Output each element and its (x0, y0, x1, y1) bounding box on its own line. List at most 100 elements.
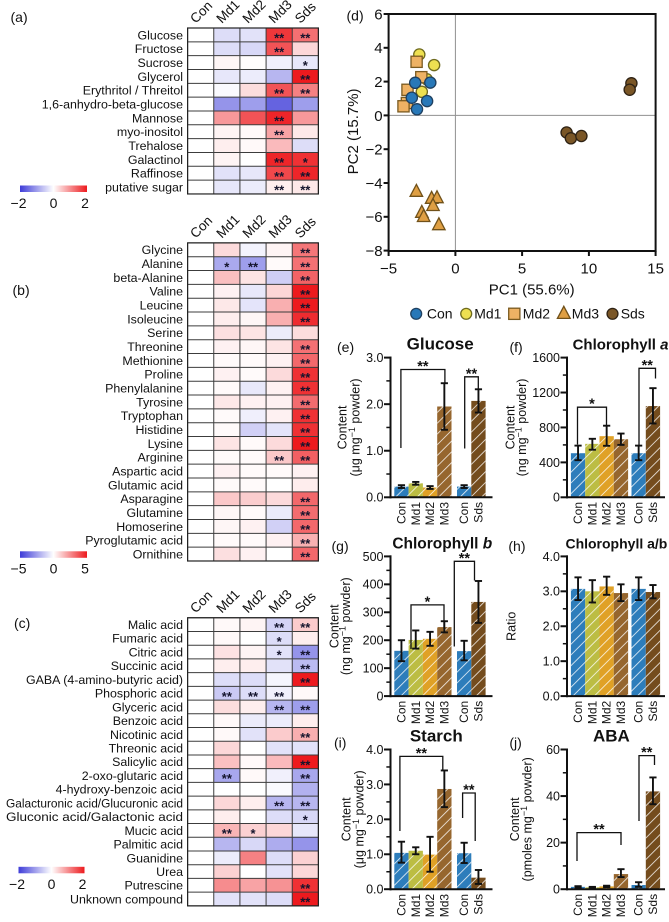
svg-text:**: ** (300, 895, 311, 910)
svg-text:**: ** (300, 342, 311, 357)
svg-text:Citric acid: Citric acid (129, 645, 183, 659)
svg-text:Guanidine: Guanidine (127, 851, 184, 865)
svg-text:Glucose: Glucose (407, 335, 474, 354)
svg-text:0.0: 0.0 (366, 883, 383, 897)
svg-text:Md3: Md3 (614, 894, 628, 917)
svg-text:400: 400 (539, 456, 560, 470)
svg-text:−2: −2 (9, 876, 25, 892)
svg-text:**: ** (248, 259, 259, 274)
svg-text:4: 4 (374, 40, 382, 57)
svg-text:PC1 (55.6%): PC1 (55.6%) (489, 282, 575, 299)
svg-text:**: ** (300, 356, 311, 371)
svg-text:(a): (a) (11, 9, 28, 25)
svg-text:−2: −2 (365, 142, 382, 159)
svg-text:(g): (g) (332, 538, 349, 554)
svg-text:Sds: Sds (471, 894, 485, 915)
svg-text:ABA: ABA (593, 727, 630, 746)
svg-text:3.0: 3.0 (366, 351, 383, 365)
svg-text:0: 0 (451, 261, 459, 278)
svg-text:**: ** (300, 508, 311, 523)
svg-text:**: ** (300, 648, 311, 663)
svg-text:Unknown compound: Unknown compound (70, 892, 183, 906)
svg-text:60: 60 (546, 743, 560, 757)
svg-text:Con: Con (394, 701, 408, 723)
svg-text:**: ** (222, 771, 233, 786)
svg-text:0.0: 0.0 (543, 690, 560, 704)
svg-text:Con: Con (457, 502, 471, 524)
svg-text:Con: Con (394, 502, 408, 524)
svg-text:**: ** (274, 44, 285, 59)
svg-text:**: ** (300, 287, 311, 302)
svg-text:Md1: Md1 (585, 700, 599, 724)
svg-text:Sucrose: Sucrose (138, 56, 184, 70)
svg-text:**: ** (274, 86, 285, 101)
svg-text:Tyrosine: Tyrosine (136, 395, 183, 409)
svg-text:Nicotinic acid: Nicotinic acid (110, 728, 183, 742)
svg-text:−2: −2 (11, 195, 27, 211)
svg-text:Glycine: Glycine (142, 243, 183, 257)
svg-text:20: 20 (546, 836, 560, 850)
svg-text:**: ** (417, 359, 429, 375)
svg-text:**: ** (248, 689, 259, 704)
svg-text:**: ** (300, 799, 311, 814)
svg-text:**: ** (300, 757, 311, 772)
svg-text:**: ** (300, 315, 311, 330)
svg-text:Mucic acid: Mucic acid (124, 824, 183, 838)
svg-text:1.0: 1.0 (366, 848, 383, 862)
svg-text:**: ** (300, 398, 311, 413)
svg-text:Md3: Md3 (437, 894, 451, 917)
svg-text:Md2: Md2 (523, 306, 550, 322)
svg-text:Proline: Proline (144, 368, 183, 382)
svg-text:**: ** (300, 522, 311, 537)
svg-text:Content: Content (340, 797, 354, 841)
svg-text:0: 0 (553, 491, 560, 505)
svg-text:**: ** (274, 620, 285, 635)
svg-text:−4: −4 (365, 175, 382, 192)
svg-text:Methionine: Methionine (122, 354, 183, 368)
svg-text:(μg mg−1 powder): (μg mg−1 powder) (347, 378, 363, 476)
svg-text:−8: −8 (365, 243, 382, 260)
svg-text:0: 0 (48, 876, 56, 892)
svg-text:**: ** (300, 259, 311, 274)
svg-text:**: ** (300, 771, 311, 786)
svg-text:*: * (303, 58, 309, 73)
svg-text:putative sugar: putative sugar (105, 180, 183, 194)
svg-text:Threonic acid: Threonic acid (109, 741, 183, 755)
svg-text:**: ** (300, 370, 311, 385)
svg-text:Sds: Sds (471, 502, 485, 523)
svg-text:**: ** (300, 31, 311, 46)
svg-text:1600: 1600 (532, 351, 560, 365)
svg-text:(f): (f) (510, 339, 523, 355)
svg-text:**: ** (274, 183, 285, 198)
svg-text:Md1: Md1 (474, 306, 501, 322)
svg-text:*: * (277, 634, 283, 649)
svg-text:800: 800 (539, 421, 560, 435)
svg-text:Gluconic acid/Galactonic acid: Gluconic acid/Galactonic acid (6, 810, 183, 824)
svg-text:(j): (j) (509, 735, 521, 751)
svg-text:−5: −5 (380, 261, 397, 278)
svg-text:5: 5 (518, 261, 526, 278)
svg-text:Md1: Md1 (409, 700, 423, 724)
svg-text:**: ** (300, 169, 311, 184)
svg-text:**: ** (300, 425, 311, 440)
svg-text:**: ** (416, 746, 428, 762)
svg-text:**: ** (300, 72, 311, 87)
svg-text:Ratio: Ratio (505, 612, 519, 641)
svg-text:Glucose: Glucose (138, 28, 184, 42)
svg-text:400: 400 (363, 578, 384, 592)
svg-text:2: 2 (81, 195, 89, 211)
svg-text:**: ** (274, 31, 285, 46)
svg-text:Galacturonic acid/Glucuronic a: Galacturonic acid/Glucuronic acid (6, 796, 183, 810)
svg-text:Md1: Md1 (585, 894, 599, 917)
svg-text:0: 0 (377, 690, 384, 704)
svg-text:(ng mg−1 powder): (ng mg−1 powder) (514, 379, 530, 477)
svg-text:**: ** (274, 169, 285, 184)
svg-text:**: ** (300, 301, 311, 316)
svg-text:Trehalose: Trehalose (128, 139, 183, 153)
svg-text:Md2: Md2 (423, 502, 437, 526)
svg-text:Md2: Md2 (423, 700, 437, 724)
svg-text:*: * (224, 259, 230, 274)
svg-text:2: 2 (79, 876, 87, 892)
svg-text:Phenylalanine: Phenylalanine (105, 382, 183, 396)
svg-text:Tryptophan: Tryptophan (121, 409, 183, 423)
